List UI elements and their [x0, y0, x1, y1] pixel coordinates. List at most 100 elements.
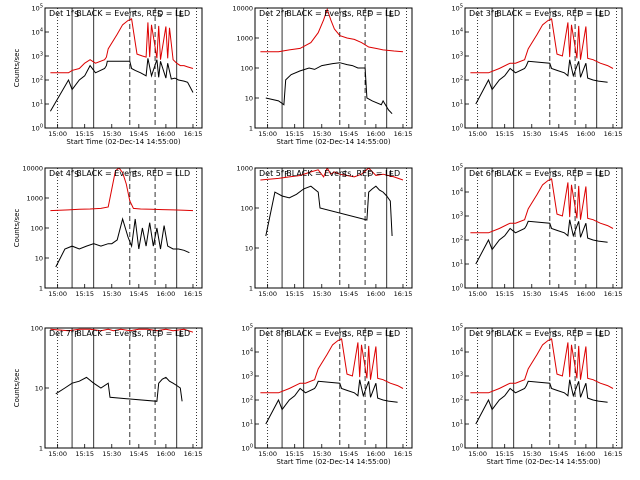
marker-label: S: [552, 170, 557, 179]
x-tick-label: 15:00: [48, 290, 67, 298]
x-tick-label: 16:15: [184, 290, 203, 298]
x-tick-label: 15:15: [495, 130, 514, 138]
y-tick-label: 102: [32, 76, 43, 85]
x-axis-label: Start Time (02-Dec-14 14:55:00): [276, 138, 390, 146]
marker-label: S: [552, 330, 557, 339]
marker-label: E: [179, 330, 184, 339]
x-tick-label: 16:00: [577, 130, 596, 138]
y-tick-label: 1: [39, 445, 43, 453]
marker-label: F: [367, 10, 372, 19]
y-tick-label: 100: [31, 325, 43, 333]
x-tick-label: 15:30: [312, 450, 331, 458]
x-tick-label: 16:00: [157, 130, 176, 138]
y-tick-label: 100: [242, 444, 253, 453]
y-tick-label: 103: [452, 52, 463, 61]
x-tick-label: 16:00: [577, 290, 596, 298]
y-tick-label: 104: [242, 348, 253, 357]
panel-title: Det 7f BLACK = Events, RED = LLD: [49, 329, 190, 338]
marker-label: F: [284, 330, 289, 339]
panel-title: Det 1f BLACK = Events, RED = LLD: [49, 9, 190, 18]
y-tick-label: 1: [39, 285, 43, 293]
y-tick-label: 1000: [26, 195, 43, 203]
marker-label: F: [74, 330, 79, 339]
marker-label: F: [157, 330, 162, 339]
y-tick-label: 103: [452, 212, 463, 221]
series-events-line: [475, 59, 608, 105]
marker-label: F: [577, 10, 582, 19]
y-tick-label: 10000: [232, 5, 253, 13]
x-tick-label: 16:00: [157, 290, 176, 298]
x-tick-label: 15:45: [129, 290, 148, 298]
x-tick-label: 15:30: [522, 290, 541, 298]
marker-label: F: [132, 10, 137, 19]
plot-frame: [44, 7, 203, 129]
x-tick-label: 16:15: [604, 450, 623, 458]
x-tick-label: 16:15: [394, 290, 413, 298]
x-tick-label: 15:45: [339, 130, 358, 138]
y-tick-label: 100: [452, 124, 463, 133]
marker-label: E: [389, 170, 394, 179]
y-tick-label: 100: [31, 225, 43, 233]
x-tick-label: 15:45: [339, 290, 358, 298]
y-tick-label: 100: [452, 284, 463, 293]
x-tick-label: 15:30: [102, 130, 121, 138]
panel-title: Det 6f BLACK = Events, RED = LLD: [469, 169, 610, 178]
y-tick-label: 10: [35, 385, 43, 393]
y-tick-label: 101: [452, 420, 463, 429]
marker-label: E: [599, 170, 604, 179]
x-axis-label: Start Time (02-Dec-14 14:55:00): [66, 138, 180, 146]
series-events-line: [55, 217, 190, 268]
y-tick-label: 100: [241, 205, 253, 213]
x-tick-label: 15:00: [258, 130, 277, 138]
y-axis-label: Counts/sec: [13, 369, 21, 408]
plot-frame: [254, 327, 413, 449]
y-tick-label: 104: [32, 28, 43, 37]
y-tick-label: 10: [35, 255, 43, 263]
panel-title: Det 3f BLACK = Events, RED = LLD: [469, 9, 610, 18]
x-tick-label: 15:30: [312, 130, 331, 138]
y-tick-label: 103: [32, 52, 43, 61]
y-tick-label: 10: [245, 245, 253, 253]
y-tick-label: 102: [452, 396, 463, 405]
marker-label: E: [389, 10, 394, 19]
series-lld-line: [50, 18, 194, 74]
series-lld-line: [470, 18, 614, 74]
x-tick-label: 15:00: [48, 450, 67, 458]
x-tick-label: 15:45: [549, 450, 568, 458]
x-tick-label: 15:00: [468, 450, 487, 458]
plot-frame: [254, 167, 413, 289]
plot-frame: [464, 327, 623, 449]
series-lld-line: [50, 328, 194, 333]
series-lld-line: [260, 338, 404, 394]
y-tick-label: 1000: [236, 35, 253, 43]
x-tick-label: 15:15: [495, 290, 514, 298]
marker-label: F: [494, 330, 499, 339]
plot-frame: [464, 167, 623, 289]
x-tick-label: 15:15: [285, 450, 304, 458]
x-axis-label: Start Time (02-Dec-14 14:55:00): [486, 458, 600, 466]
x-tick-label: 15:45: [549, 130, 568, 138]
y-tick-label: 105: [452, 4, 463, 13]
plot-frame: [44, 167, 203, 289]
y-tick-label: 100: [241, 65, 253, 73]
marker-label: S: [74, 170, 79, 179]
y-tick-label: 105: [242, 324, 253, 333]
x-tick-label: 16:00: [367, 290, 386, 298]
panel-title: Det 5f BLACK = Events, RED = LLD: [259, 169, 400, 178]
marker-label: E: [599, 330, 604, 339]
series-lld-line: [470, 178, 614, 234]
y-tick-label: 102: [452, 236, 463, 245]
series-events-line: [55, 376, 183, 402]
marker-label: E: [599, 10, 604, 19]
y-tick-label: 103: [452, 372, 463, 381]
y-tick-label: 1: [249, 125, 253, 133]
series-events-line: [49, 58, 194, 112]
y-tick-label: 100: [32, 124, 43, 133]
y-axis-label: Counts/sec: [13, 49, 21, 88]
